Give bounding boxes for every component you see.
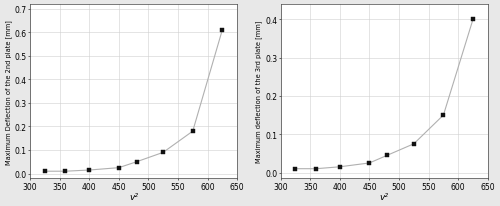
X-axis label: v²: v² (380, 192, 389, 201)
Y-axis label: Maximum deflection of the 3rd plate [mm]: Maximum deflection of the 3rd plate [mm] (256, 21, 262, 163)
X-axis label: v²: v² (129, 192, 138, 201)
Y-axis label: Maximum Deflection of the 2nd plate [mm]: Maximum Deflection of the 2nd plate [mm] (5, 20, 12, 164)
